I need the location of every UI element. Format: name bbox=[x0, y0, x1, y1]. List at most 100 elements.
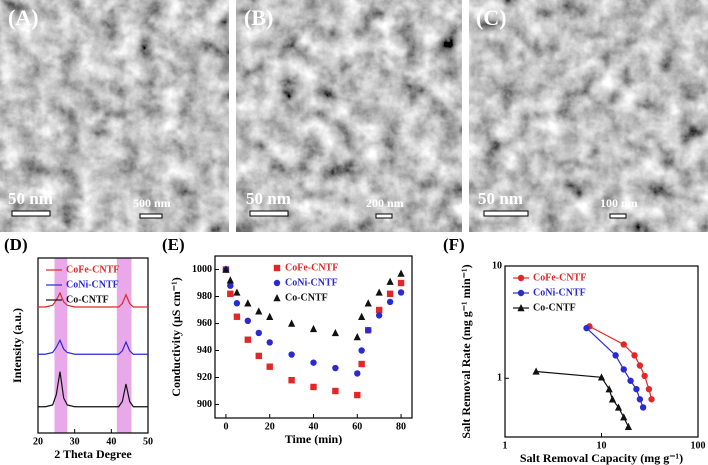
inset-scale-text: 200 nm bbox=[366, 196, 404, 210]
inset-image bbox=[361, 126, 460, 230]
marker bbox=[532, 367, 540, 375]
marker bbox=[397, 269, 405, 277]
inset-image bbox=[129, 126, 226, 230]
x-axis-label: 2 Theta Degree bbox=[54, 447, 132, 461]
marker bbox=[353, 333, 361, 341]
series-line bbox=[38, 371, 148, 408]
legend-label: Co-CNTF bbox=[285, 292, 328, 303]
x-tick-label: 0 bbox=[223, 421, 228, 432]
marker bbox=[648, 396, 655, 403]
marker bbox=[631, 352, 638, 359]
marker bbox=[386, 290, 394, 297]
marker bbox=[645, 385, 653, 393]
x-tick-label: 40 bbox=[106, 436, 116, 447]
marker bbox=[639, 404, 647, 411]
marker bbox=[354, 370, 361, 377]
marker bbox=[358, 312, 366, 320]
x-tick-label: 60 bbox=[352, 421, 362, 432]
x-tick-label: 30 bbox=[70, 436, 80, 447]
marker bbox=[633, 385, 640, 393]
y-axis-label: Salt Removal Rate (mg g⁻¹ min⁻¹) bbox=[459, 264, 473, 438]
panel-label: (C) bbox=[476, 5, 507, 30]
marker bbox=[627, 377, 634, 384]
marker bbox=[244, 336, 252, 343]
x-tick-label: 20 bbox=[33, 436, 43, 447]
inset-scale-bar bbox=[375, 213, 393, 219]
series-line bbox=[38, 291, 148, 308]
marker bbox=[641, 372, 648, 380]
marker bbox=[273, 264, 281, 272]
panel-label: (E) bbox=[162, 235, 185, 254]
x-axis-label: Salt Removal Capacity (mg g⁻¹) bbox=[520, 451, 683, 465]
marker bbox=[266, 363, 273, 370]
series-line bbox=[38, 338, 148, 355]
legend-label: CoFe-CNTF bbox=[66, 264, 119, 275]
y-axis-label: Intensity (a.u.) bbox=[10, 308, 24, 383]
x-tick-label: 40 bbox=[309, 421, 319, 432]
scale-text: 50 nm bbox=[478, 189, 523, 208]
marker bbox=[397, 289, 405, 296]
y-tick-label: 1 bbox=[497, 373, 502, 384]
x-tick-label: 1 bbox=[503, 440, 508, 451]
marker bbox=[597, 373, 606, 381]
marker bbox=[608, 395, 617, 403]
marker bbox=[227, 282, 234, 289]
marker bbox=[244, 299, 252, 307]
marker bbox=[255, 307, 263, 315]
legend-label: CoNi-CNTF bbox=[533, 287, 586, 298]
inset-scale-bar bbox=[139, 213, 163, 219]
scale-bar bbox=[11, 210, 51, 217]
series-line bbox=[536, 370, 629, 428]
marker bbox=[332, 364, 339, 372]
marker bbox=[636, 362, 644, 369]
marker bbox=[375, 312, 383, 319]
chart: (E) 0 20 40 60 80 900 920 940 960 980 1000 Time (min… bbox=[162, 235, 413, 446]
marker bbox=[288, 351, 295, 358]
marker bbox=[227, 290, 234, 297]
legend-label: CoFe-CNTF bbox=[285, 262, 338, 273]
marker bbox=[310, 383, 317, 391]
y-tick-label: 900 bbox=[197, 399, 212, 410]
legend-label: Co-CNTF bbox=[66, 294, 109, 305]
marker bbox=[288, 319, 296, 327]
marker bbox=[273, 279, 281, 287]
marker bbox=[620, 341, 627, 348]
inset-scale-bar bbox=[609, 213, 627, 219]
marker bbox=[226, 276, 234, 284]
y-tick-label: 980 bbox=[197, 291, 212, 302]
marker bbox=[517, 304, 525, 312]
marker bbox=[332, 387, 339, 395]
y-tick-label: 920 bbox=[197, 372, 212, 383]
scale-text: 50 nm bbox=[8, 189, 53, 208]
y-tick-label: 1000 bbox=[192, 264, 212, 275]
legend-label: Co-CNTF bbox=[533, 302, 576, 313]
tem-panel: (C) 50 nm 100 nm bbox=[469, 0, 708, 232]
y-tick-label: 10 bbox=[492, 260, 502, 271]
scale-bar bbox=[249, 210, 289, 217]
marker bbox=[620, 366, 627, 373]
chart: (D) 20 30 40 50 2 Theta Degree Intensity (a.u.… bbox=[4, 235, 153, 461]
plot-frame bbox=[37, 257, 149, 434]
tem-panel: (A) 50 nm 500 nm bbox=[0, 0, 229, 232]
marker bbox=[358, 360, 365, 368]
inset-scale-text: 500 nm bbox=[133, 196, 171, 210]
marker bbox=[233, 288, 241, 296]
scale-text: 50 nm bbox=[246, 189, 291, 208]
marker bbox=[375, 288, 383, 296]
marker bbox=[331, 328, 339, 337]
inset-image bbox=[595, 126, 694, 230]
panel-label: (F) bbox=[443, 235, 465, 254]
marker bbox=[386, 298, 394, 306]
x-tick-label: 100 bbox=[691, 440, 706, 451]
x-tick-label: 50 bbox=[143, 436, 153, 447]
marker bbox=[624, 422, 632, 430]
y-axis-label: Conductivity (μS cm⁻¹) bbox=[169, 277, 183, 396]
marker bbox=[310, 359, 317, 366]
panel-label: (D) bbox=[4, 235, 28, 254]
marker bbox=[233, 300, 241, 307]
x-axis-label: Time (min) bbox=[285, 432, 342, 446]
marker bbox=[365, 327, 372, 334]
marker bbox=[288, 377, 295, 384]
